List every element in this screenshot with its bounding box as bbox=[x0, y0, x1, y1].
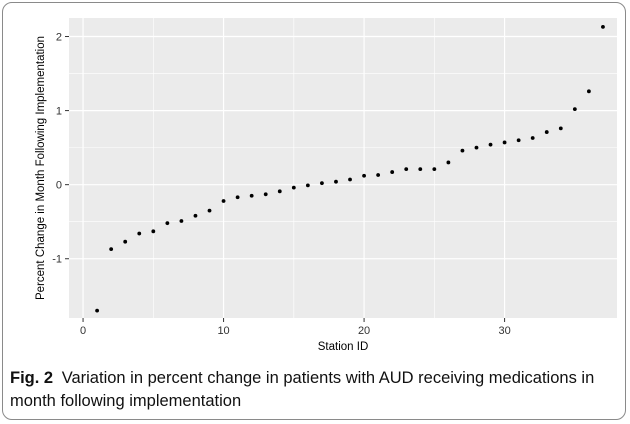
major-gridlines bbox=[69, 18, 617, 318]
x-tick-label: 20 bbox=[358, 325, 370, 337]
data-point bbox=[418, 167, 423, 172]
figure-caption: Fig. 2 Variation in percent change in pa… bbox=[10, 367, 610, 413]
y-tick-label: -1 bbox=[52, 254, 62, 266]
data-point bbox=[320, 181, 324, 186]
y-tick-label: 0 bbox=[56, 180, 62, 192]
scatter-chart: 0 10 20 30 -1 0 1 2 Station ID Percent Change … bbox=[35, 18, 617, 353]
data-point bbox=[530, 136, 535, 140]
data-point bbox=[432, 167, 437, 172]
data-point bbox=[572, 107, 577, 112]
data-point bbox=[123, 239, 128, 244]
data-point bbox=[151, 229, 156, 234]
y-axis-title: Percent Change in Month Following Implem… bbox=[35, 36, 47, 300]
minor-gridlines bbox=[69, 18, 617, 318]
data-point bbox=[291, 185, 296, 190]
data-point bbox=[193, 213, 198, 218]
data-point bbox=[235, 195, 240, 200]
data-point bbox=[249, 193, 254, 198]
data-point bbox=[516, 138, 521, 143]
y-tick-label: 2 bbox=[56, 32, 62, 44]
data-point bbox=[502, 140, 507, 145]
data-point bbox=[277, 189, 282, 194]
data-point bbox=[207, 208, 212, 213]
data-point bbox=[348, 177, 352, 182]
data-point bbox=[362, 173, 366, 178]
data-point bbox=[221, 199, 226, 203]
data-point bbox=[404, 167, 409, 172]
data-point bbox=[305, 183, 310, 188]
data-point bbox=[263, 192, 268, 197]
x-tick-label: 0 bbox=[80, 325, 86, 337]
plot-panel bbox=[69, 18, 617, 318]
data-point bbox=[179, 219, 184, 223]
x-tick-label: 30 bbox=[498, 325, 510, 337]
data-point bbox=[376, 173, 381, 177]
data-point bbox=[586, 89, 591, 94]
data-point bbox=[109, 247, 114, 252]
data-point bbox=[446, 160, 451, 165]
data-point bbox=[137, 231, 142, 236]
data-point bbox=[474, 145, 479, 150]
data-point bbox=[558, 126, 563, 131]
data-point bbox=[334, 179, 338, 184]
data-point bbox=[165, 221, 170, 226]
data-point bbox=[95, 308, 100, 313]
y-tick-label: 1 bbox=[56, 106, 62, 118]
data-point bbox=[544, 130, 549, 134]
x-axis-title: Station ID bbox=[318, 341, 369, 353]
data-point bbox=[601, 24, 605, 29]
y-axis-ticks: -1 0 1 2 bbox=[52, 32, 69, 266]
data-points bbox=[95, 24, 605, 313]
caption-text: Variation in percent change in patients … bbox=[10, 369, 595, 410]
x-axis-ticks: 0 10 20 30 bbox=[80, 318, 511, 337]
figure-label: Fig. 2 bbox=[10, 369, 54, 387]
data-point bbox=[390, 170, 395, 174]
x-tick-label: 10 bbox=[217, 325, 229, 337]
data-point bbox=[460, 148, 465, 153]
data-point bbox=[488, 142, 493, 147]
